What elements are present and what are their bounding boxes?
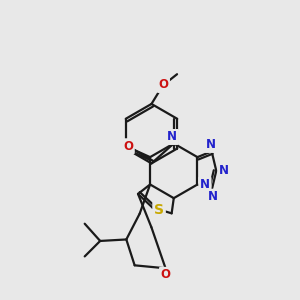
Text: N: N <box>206 138 216 152</box>
Text: N: N <box>167 130 177 143</box>
Text: O: O <box>160 268 171 281</box>
Text: N: N <box>206 138 216 152</box>
Text: N: N <box>167 130 177 143</box>
Text: N: N <box>208 190 218 203</box>
Text: N: N <box>208 190 218 203</box>
Text: O: O <box>123 140 133 153</box>
Text: O: O <box>158 78 168 92</box>
Text: N: N <box>219 164 229 177</box>
Text: S: S <box>154 203 164 217</box>
Text: O: O <box>158 78 168 92</box>
Text: O: O <box>160 268 171 281</box>
Text: S: S <box>154 203 164 217</box>
Text: N: N <box>200 178 210 191</box>
Text: N: N <box>219 164 229 177</box>
Text: O: O <box>123 140 133 153</box>
Text: N: N <box>200 178 210 191</box>
